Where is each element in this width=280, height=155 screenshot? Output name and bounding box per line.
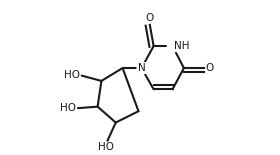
Text: NH: NH	[174, 41, 190, 51]
Text: O: O	[205, 63, 213, 73]
Text: N: N	[138, 63, 145, 73]
Text: HO: HO	[60, 103, 76, 113]
Text: O: O	[146, 13, 154, 23]
Text: HO: HO	[64, 70, 80, 80]
Text: HO: HO	[98, 142, 115, 152]
